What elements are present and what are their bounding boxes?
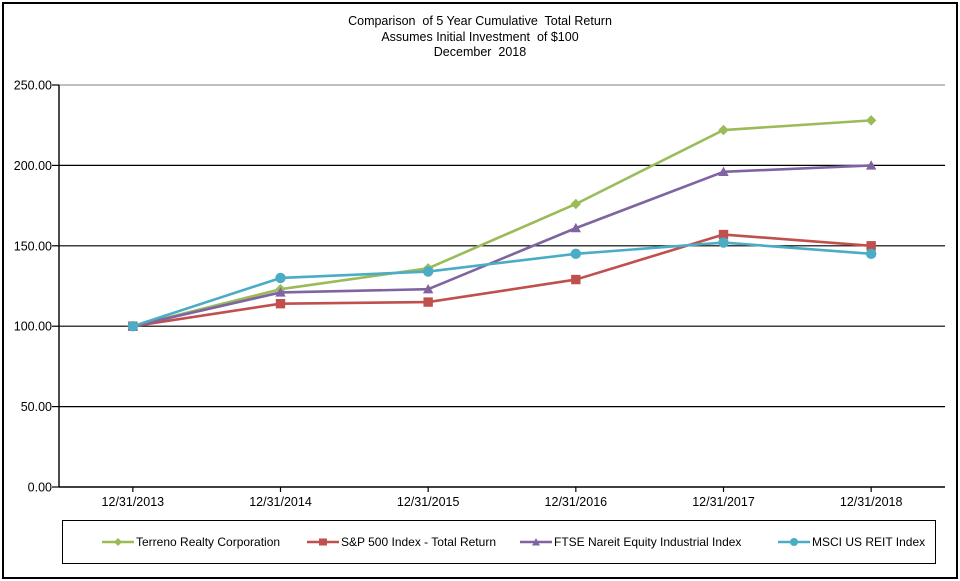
legend-item-label: Terreno Realty Corporation [136,535,281,549]
chart-title-line-3: December 2018 [433,45,527,59]
legend-item-1[interactable]: S&P 500 Index - Total Return [306,535,496,549]
legend-item-2[interactable]: FTSE Nareit Equity Industrial Index [519,535,741,549]
series-3-point-5 [865,248,877,260]
series-2-point-2 [422,284,434,294]
y-tick-label-250: 250.00 [14,79,52,93]
legend-item-label: FTSE Nareit Equity Industrial Index [554,535,742,549]
series-2-point-3 [570,222,582,233]
x-tick-label-4: 12/31/2017 [692,495,755,509]
triangle-legend-marker-icon [520,538,552,546]
series-3-point-0 [127,321,139,332]
series-3-point-3 [570,248,582,260]
chart-title: Comparison of 5 Year Cumulative Total Re… [0,14,960,61]
series-2-point-4 [718,166,729,177]
series-0-point-3 [570,198,582,210]
x-tick-label-2: 12/31/2015 [397,495,460,509]
series-line-2 [132,164,872,328]
y-tick-label-100: 100.00 [14,320,52,334]
series-line-1 [132,233,872,328]
series-1-point-5 [866,241,876,251]
circle-legend-marker-icon [778,538,810,546]
legend-item-3[interactable]: MSCI US REIT Index [777,535,925,549]
diamond-legend-marker-icon [102,538,134,546]
series-line-0 [132,119,872,328]
legend-item-label: MSCI US REIT Index [812,535,926,549]
x-tick-label-5: 12/31/2018 [840,495,903,509]
series-1-point-1 [275,298,286,309]
x-tick-label-1: 12/31/2014 [249,495,312,509]
legend-item-label: S&P 500 Index - Total Return [341,535,496,549]
series-3-point-2 [422,266,434,277]
y-tick-label-50: 50.00 [21,400,52,414]
square-legend-marker-icon [307,538,339,546]
series-0-point-5 [865,115,877,126]
y-tick-label-0: 0.00 [28,481,52,495]
legend-item-0[interactable]: Terreno Realty Corporation [101,535,280,549]
series-1-point-4 [718,229,729,240]
y-tick-label-150: 150.00 [14,239,52,253]
legend: Terreno Realty Corporation S&P 500 Index … [62,520,936,564]
x-tick-label-0: 12/31/2013 [102,495,165,509]
chart-title-line-1: Comparison of 5 Year Cumulative Total Re… [348,14,612,28]
series-3-point-4 [718,237,729,248]
y-tick-label-200: 200.00 [14,159,52,173]
series-1-point-3 [571,274,581,285]
series-2-point-1 [275,287,286,297]
series-2-point-5 [865,160,877,170]
chart-title-line-2: Assumes Initial Investment of $100 [381,29,579,44]
series-3-point-1 [275,272,286,284]
x-tick-label-3: 12/31/2016 [545,495,608,509]
series-1-point-2 [423,297,433,307]
series-0-point-4 [718,124,729,136]
series-line-3 [132,241,872,328]
